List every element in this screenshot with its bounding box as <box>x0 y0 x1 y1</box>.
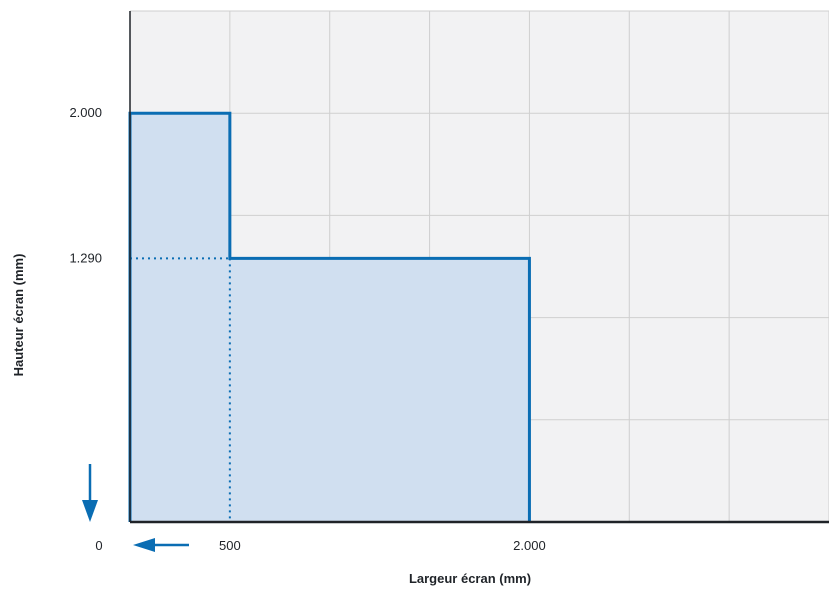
y-tick-label: 2.000 <box>69 105 102 120</box>
left-arrow-icon <box>133 538 189 552</box>
reference-lines <box>130 257 231 522</box>
x-tick-label: 500 <box>219 538 241 553</box>
down-arrow-icon <box>82 464 98 522</box>
y-axis-title: Hauteur écran (mm) <box>11 254 26 377</box>
tick-labels: 0 500 2.000 1.290 2.000 <box>69 105 545 553</box>
x-tick-label: 0 <box>95 538 102 553</box>
y-tick-label: 1.290 <box>69 250 102 265</box>
x-axis-title: Largeur écran (mm) <box>409 571 531 586</box>
x-tick-label: 2.000 <box>513 538 546 553</box>
